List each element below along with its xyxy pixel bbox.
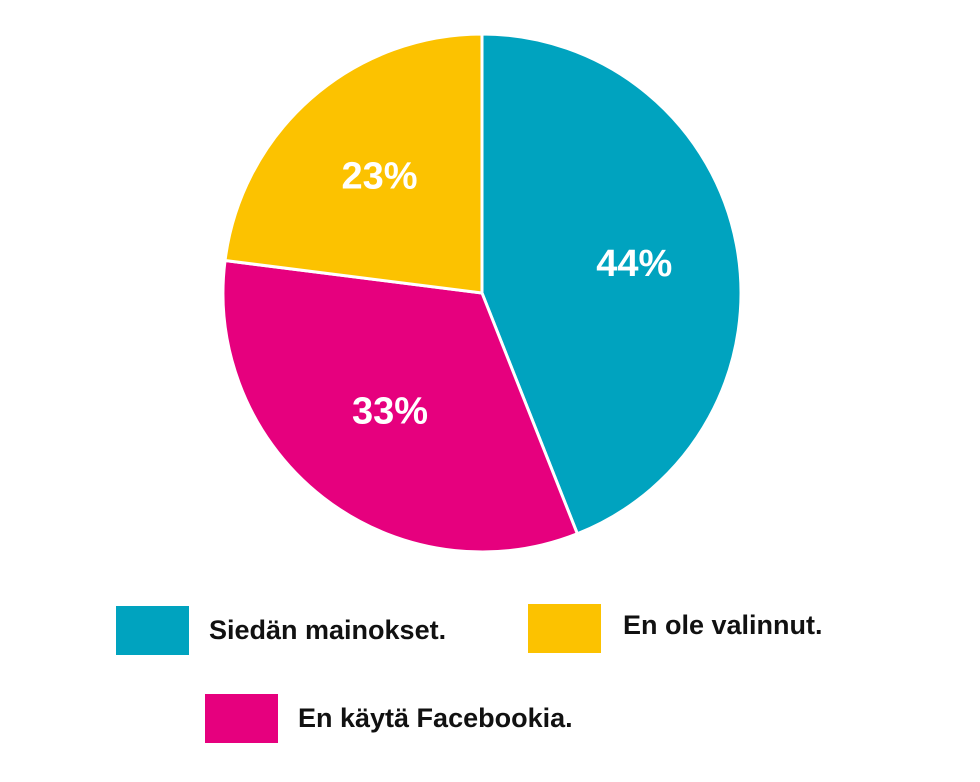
pie-slice-label-0: 44% [596,243,672,285]
pie-slice-label-1: 33% [352,391,428,433]
legend-label: En käytä Facebookia. [298,702,573,733]
legend-label: En ole valinnut. [623,609,823,640]
legend-swatch [528,603,601,653]
legend-swatch [205,693,278,743]
legend-swatch [116,605,189,655]
pie-slices [221,32,743,554]
pie-slice-labels: 44% 33% 23% [341,156,672,433]
legend-item-siedan-mainokset: Siedän mainokset. [116,604,446,656]
pie-slice-1 [221,259,579,554]
legend-label: Siedän mainokset. [209,614,447,645]
legend-item-en-ole-valinnut: En ole valinnut. [528,602,823,654]
legend-item-en-kayta-facebookia: En käytä Facebookia. [205,692,573,744]
pie-slice-label-2: 23% [341,156,417,198]
pie-slice-2 [223,32,484,295]
pie-slice-0 [480,32,743,536]
pie-chart: 44% 33% 23% [221,32,743,554]
